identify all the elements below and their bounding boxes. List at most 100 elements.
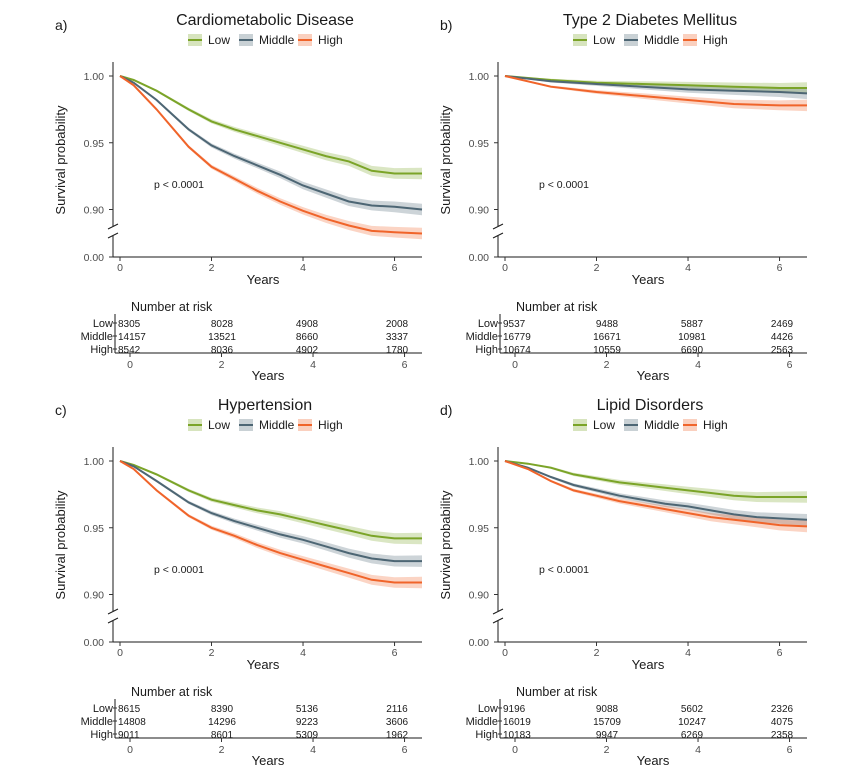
axis-break-mark <box>492 223 504 230</box>
x-tick-label: 2 <box>209 647 215 659</box>
ci-band-low <box>505 460 807 503</box>
risk-x-tick-label: 6 <box>787 359 793 371</box>
ci-band-low <box>120 75 422 180</box>
risk-group-label: High <box>90 729 113 741</box>
risk-value: 10247 <box>678 717 706 728</box>
risk-x-tick-label: 2 <box>604 744 610 756</box>
risk-value: 13521 <box>208 332 236 343</box>
risk-value: 10674 <box>503 345 531 356</box>
curves <box>119 75 423 240</box>
risk-value: 6690 <box>681 345 704 356</box>
risk-x-tick-label: 2 <box>219 359 225 371</box>
risk-value: 8028 <box>211 319 234 330</box>
risk-x-tick-label: 6 <box>402 744 408 756</box>
x-tick-label: 2 <box>209 262 215 274</box>
curves <box>504 460 808 533</box>
survival-line-middle <box>119 75 423 211</box>
y-tick-label: 1.00 <box>84 71 105 83</box>
risk-group-label: Middle <box>81 331 113 343</box>
survival-line-high <box>504 460 808 528</box>
chart-title: Type 2 Diabetes Mellitus <box>563 12 737 29</box>
risk-value: 16019 <box>503 717 531 728</box>
x-tick-label: 6 <box>392 647 398 659</box>
risk-value: 2563 <box>771 345 794 356</box>
risk-value: 8036 <box>211 345 234 356</box>
x-tick-label: 2 <box>594 262 600 274</box>
risk-value: 2469 <box>771 319 794 330</box>
axis-break-mark <box>492 608 504 615</box>
risk-group-label: High <box>475 729 498 741</box>
y-axis-title: Survival probability <box>438 105 453 215</box>
risk-value: 5309 <box>296 730 319 741</box>
risk-x-tick-label: 6 <box>402 359 408 371</box>
x-axis-title: Years <box>247 272 280 287</box>
y-tick-label: 0.00 <box>84 637 105 649</box>
risk-value: 15709 <box>593 717 621 728</box>
x-tick-label: 0 <box>502 262 508 274</box>
survival-line-low <box>119 460 422 540</box>
risk-group-label: Low <box>93 318 113 330</box>
risk-value: 2008 <box>386 319 409 330</box>
x-axis-title: Years <box>632 272 665 287</box>
panel-letter: a) <box>55 17 67 33</box>
risk-value: 1962 <box>386 730 409 741</box>
panel-letter: c) <box>55 402 67 418</box>
x-tick-label: 4 <box>685 647 691 659</box>
risk-value: 9223 <box>296 717 319 728</box>
legend-label-low: Low <box>593 33 615 47</box>
p-value: p < 0.0001 <box>539 179 589 191</box>
risk-group-label: Middle <box>466 716 498 728</box>
legend-label-middle: Middle <box>259 33 295 47</box>
chart-title: Lipid Disorders <box>597 397 704 414</box>
risk-value: 10559 <box>593 345 621 356</box>
risk-x-tick-label: 2 <box>604 359 610 371</box>
x-tick-label: 2 <box>594 647 600 659</box>
risk-value: 5602 <box>681 704 704 715</box>
y-tick-label: 0.90 <box>469 590 490 602</box>
risk-group-label: High <box>90 344 113 356</box>
survival-line-middle <box>119 460 422 563</box>
risk-group-label: Middle <box>81 716 113 728</box>
survival-line-middle <box>504 75 808 95</box>
legend-label-middle: Middle <box>259 418 295 432</box>
risk-value: 16779 <box>503 332 531 343</box>
axis-break-mark <box>492 232 504 239</box>
x-tick-label: 6 <box>392 262 398 274</box>
legend-label-middle: Middle <box>644 33 680 47</box>
risk-group-label: Middle <box>466 331 498 343</box>
risk-table: Number at risk Low 9537 9488 5887 2469 Middle 1… <box>466 300 807 383</box>
risk-x-tick-label: 4 <box>695 359 701 371</box>
axis-break-mark <box>107 223 119 230</box>
risk-x-tick-label: 4 <box>310 744 316 756</box>
p-value: p < 0.0001 <box>154 179 204 191</box>
risk-x-tick-label: 6 <box>787 744 793 756</box>
y-tick-label: 0.95 <box>84 138 105 150</box>
risk-value: 9088 <box>596 704 619 715</box>
survival-line-low <box>504 460 807 498</box>
risk-x-axis-title: Years <box>252 753 285 768</box>
risk-value: 2358 <box>771 730 794 741</box>
risk-value: 2326 <box>771 704 794 715</box>
risk-table: Number at risk Low 8305 8028 4908 2008 Middle 1… <box>81 300 422 383</box>
survival-line-middle <box>504 460 808 521</box>
risk-value: 3337 <box>386 332 409 343</box>
risk-value: 9196 <box>503 704 526 715</box>
risk-value: 9947 <box>596 730 619 741</box>
curves <box>119 460 422 589</box>
y-axis-title: Survival probability <box>53 490 68 600</box>
risk-value: 1780 <box>386 345 409 356</box>
y-tick-label: 0.90 <box>469 205 490 217</box>
chart-title: Cardiometabolic Disease <box>176 12 354 29</box>
risk-value: 6269 <box>681 730 704 741</box>
risk-table-title: Number at risk <box>131 685 213 699</box>
risk-value: 8542 <box>118 345 141 356</box>
y-tick-label: 0.00 <box>469 637 490 649</box>
ci-band-high <box>505 75 807 112</box>
risk-value: 2116 <box>386 704 408 715</box>
risk-x-tick-label: 4 <box>695 744 701 756</box>
risk-x-tick-label: 0 <box>127 744 133 756</box>
y-tick-label: 0.00 <box>469 252 490 264</box>
